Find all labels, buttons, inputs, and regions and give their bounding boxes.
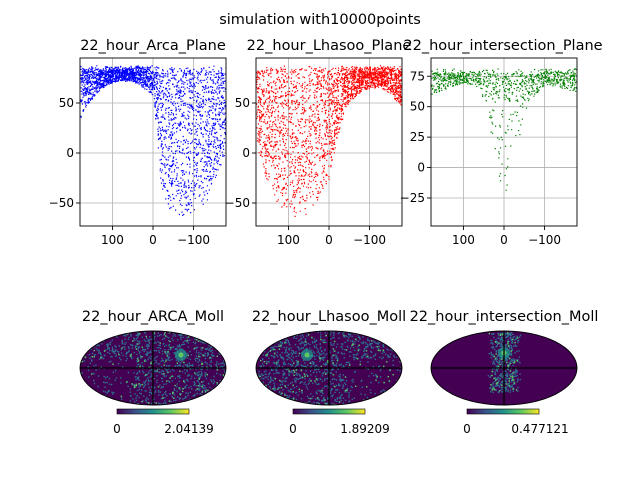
points-arca — [80, 65, 226, 216]
colorbar-max-arca: 2.04139 — [164, 422, 214, 436]
moll-border-lhasoo — [255, 330, 403, 406]
x-tick-label: −100 — [177, 233, 210, 247]
y-tick-label: 0 — [66, 146, 74, 160]
moll-title-intersection: 22_hour_intersection_Moll — [410, 309, 599, 325]
ticks-arca: 100 0 −100 50 0 −50 — [49, 96, 210, 247]
x-tick-label: −100 — [353, 233, 386, 247]
y-tick-label: 25 — [410, 130, 425, 144]
x-tick-label: −100 — [528, 233, 561, 247]
colorbar-max-lhasoo: 1.89209 — [340, 422, 390, 436]
x-tick-label: 0 — [500, 233, 508, 247]
moll-border-intersection — [430, 330, 578, 406]
grid-intersection — [431, 58, 577, 226]
scatter-panel-lhasoo: 22_hour_Lhasoo_Plane 100 0 −100 50 0 −50 — [225, 38, 412, 247]
moll-graticule-arca — [80, 331, 226, 405]
moll-graticule-intersection — [431, 331, 577, 405]
y-tick-label: −50 — [225, 196, 250, 210]
panel-title-intersection-plane: 22_hour_intersection_Plane — [403, 38, 602, 54]
moll-panel-arca: 22_hour_ARCA_Moll 0 2.04139 — [79, 309, 227, 436]
scatter-points — [80, 65, 226, 216]
scatter-points — [431, 68, 577, 191]
ticks-intersection: 100 0 −100 75 50 25 0 −25 — [400, 69, 561, 247]
colorbar-lhasoo — [292, 408, 366, 415]
moll-graticule-lhasoo — [256, 331, 402, 405]
y-tick-label: 50 — [235, 96, 250, 110]
scatter-panel-arca: 22_hour_Arca_Plane 100 0 −100 50 0 −50 — [49, 38, 227, 247]
moll-title-arca: 22_hour_ARCA_Moll — [82, 309, 224, 325]
y-tick-label: 0 — [417, 161, 425, 175]
y-tick-label: 75 — [410, 69, 425, 83]
y-tick-label: −25 — [400, 191, 425, 205]
points-intersection — [431, 68, 577, 191]
points-lhasoo — [256, 65, 402, 217]
scatter-points — [256, 65, 402, 217]
colorbar-arca — [116, 408, 190, 415]
scatter-panel-intersection: 22_hour_intersection_Plane 100 0 −100 75 50 2… — [400, 38, 603, 247]
colorbar-min-lhasoo: 0 — [289, 422, 297, 436]
figure-suptitle: simulation with10000points — [219, 12, 421, 28]
x-tick-label: 100 — [452, 233, 475, 247]
y-tick-label: 50 — [59, 96, 74, 110]
colorbar-intersection — [466, 408, 540, 415]
y-tick-label: 50 — [410, 100, 425, 114]
moll-hotspot — [304, 352, 310, 358]
moll-border-arca — [79, 330, 227, 406]
panel-title-arca-plane: 22_hour_Arca_Plane — [80, 38, 226, 54]
x-tick-label: 0 — [149, 233, 157, 247]
moll-title-lhasoo: 22_hour_Lhasoo_Moll — [252, 309, 406, 325]
colorbar-min-intersection: 0 — [463, 422, 471, 436]
colorbar-min-arca: 0 — [113, 422, 121, 436]
panel-title-lhasoo-plane: 22_hour_Lhasoo_Plane — [247, 38, 412, 54]
moll-panel-intersection: 22_hour_intersection_Moll 0 0.477121 — [410, 309, 599, 436]
x-tick-label: 100 — [277, 233, 300, 247]
y-tick-label: 0 — [242, 146, 250, 160]
ticks-lhasoo: 100 0 −100 50 0 −50 — [225, 96, 386, 247]
x-tick-label: 0 — [325, 233, 333, 247]
moll-hotspot — [178, 352, 184, 358]
y-tick-label: −50 — [49, 196, 74, 210]
x-tick-label: 100 — [101, 233, 124, 247]
moll-panel-lhasoo: 22_hour_Lhasoo_Moll 0 1.89209 — [252, 309, 406, 436]
colorbar-max-intersection: 0.477121 — [511, 422, 568, 436]
